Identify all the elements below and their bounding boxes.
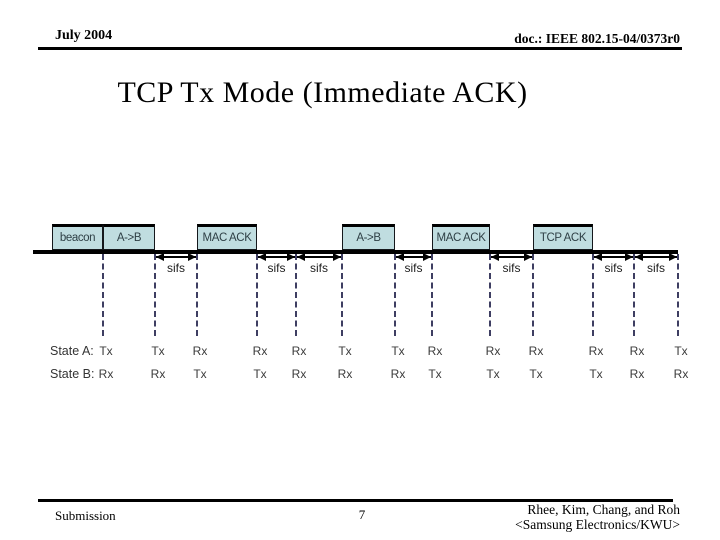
state-value: Tx <box>99 344 113 358</box>
timeline-axis <box>33 250 678 254</box>
sifs-label: sifs <box>404 261 423 275</box>
state-value: Tx <box>674 344 688 358</box>
guide-dashed-line <box>394 254 396 336</box>
frame-box-mac-ack: MAC ACK <box>197 224 257 250</box>
state-value: Rx <box>390 367 406 381</box>
footer-authors: Rhee, Kim, Chang, and Roh <Samsung Elect… <box>515 502 680 532</box>
footer-authors-line1: Rhee, Kim, Chang, and Roh <box>527 502 680 517</box>
guide-dashed-line <box>196 254 198 336</box>
sifs-arrow <box>491 253 532 261</box>
sifs-label: sifs <box>647 261 665 275</box>
guide-dashed-line <box>633 254 635 336</box>
sifs-label: sifs <box>310 261 328 275</box>
state-value: Rx <box>291 367 307 381</box>
sifs-label: sifs <box>167 261 185 275</box>
sifs-arrow <box>297 253 341 261</box>
state-row-label-a: State A: <box>50 344 94 358</box>
state-value: Tx <box>486 367 500 381</box>
state-value: Tx <box>529 367 543 381</box>
footer-page-number: 7 <box>358 507 366 522</box>
state-value: Rx <box>485 344 501 358</box>
state-value: Rx <box>673 367 689 381</box>
sifs-arrow <box>396 253 431 261</box>
frame-box-tcp-ack: TCP ACK <box>533 224 593 250</box>
guide-dashed-line <box>592 254 594 336</box>
guide-dashed-line <box>256 254 258 336</box>
guide-dashed-line <box>431 254 433 336</box>
state-value: Rx <box>427 344 443 358</box>
guide-dashed-line <box>295 254 297 336</box>
state-value: Rx <box>192 344 208 358</box>
state-value: Tx <box>428 367 442 381</box>
guide-dashed-line <box>677 254 679 336</box>
guide-dashed-line <box>341 254 343 336</box>
state-value: Tx <box>193 367 207 381</box>
state-value: Rx <box>252 344 268 358</box>
state-value: Rx <box>629 344 645 358</box>
footer-submission: Submission <box>55 508 116 523</box>
state-value: Rx <box>629 367 645 381</box>
sifs-label: sifs <box>604 261 623 275</box>
header-rule <box>38 47 682 50</box>
sifs-label: sifs <box>267 261 286 275</box>
guide-dashed-line <box>489 254 491 336</box>
state-value: Rx <box>150 367 166 381</box>
state-value: Rx <box>98 367 114 381</box>
sifs-label: sifs <box>502 261 521 275</box>
guide-dashed-line <box>532 254 534 336</box>
frame-box-beacon: beacon <box>52 224 103 250</box>
sifs-arrow <box>635 253 677 261</box>
state-value: Rx <box>588 344 604 358</box>
header-date: July 2004 <box>55 28 113 43</box>
guide-dashed-line <box>154 254 156 336</box>
state-value: Rx <box>291 344 307 358</box>
sifs-arrow <box>594 253 633 261</box>
sifs-arrow <box>258 253 295 261</box>
footer-rule <box>38 499 673 502</box>
state-value: Tx <box>253 367 267 381</box>
guide-dashed-line <box>102 254 104 336</box>
state-value: Rx <box>528 344 544 358</box>
state-value: Tx <box>589 367 603 381</box>
footer-authors-line2: <Samsung Electronics/KWU> <box>515 517 680 532</box>
state-row-label-b: State B: <box>50 367 95 381</box>
frame-box-a-b: A->B <box>342 224 395 250</box>
state-value: Tx <box>151 344 165 358</box>
state-value: Rx <box>337 367 353 381</box>
frame-box-mac-ack: MAC ACK <box>432 224 490 250</box>
state-value: Tx <box>391 344 405 358</box>
slide-title: TCP Tx Mode (Immediate ACK) <box>117 76 528 109</box>
frame-box-a-b: A->B <box>103 224 155 250</box>
sifs-arrow <box>156 253 196 261</box>
state-value: Tx <box>338 344 352 358</box>
header-doc-number: doc.: IEEE 802.15-04/0373r0 <box>514 31 680 46</box>
